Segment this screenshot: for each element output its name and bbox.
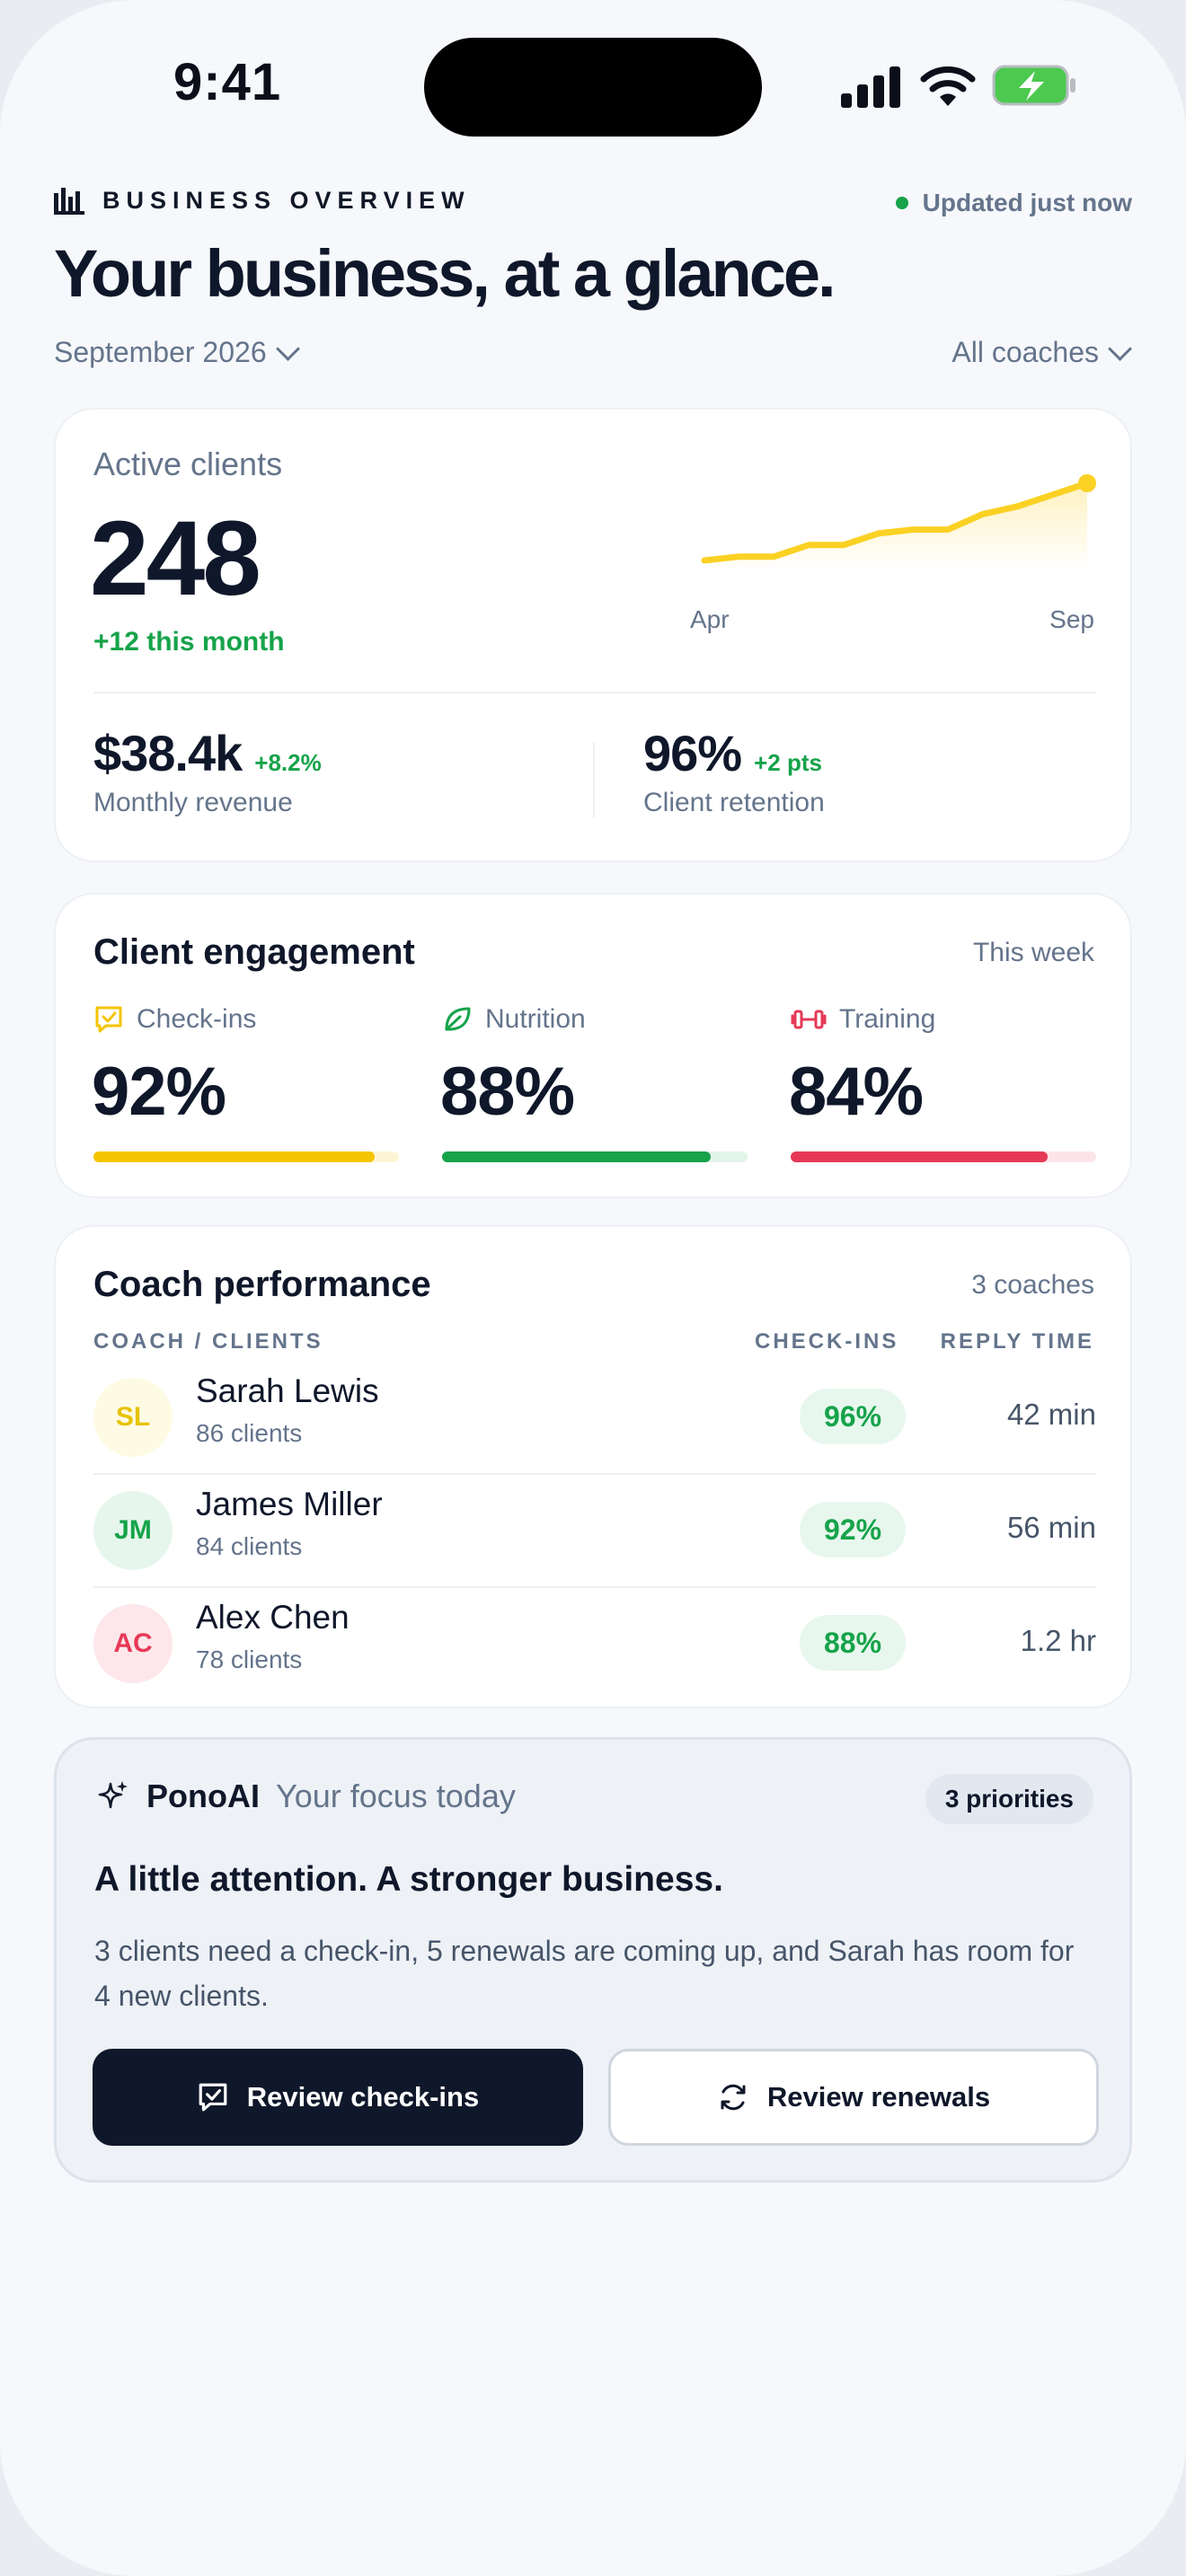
section-kicker: BUSINESS OVERVIEW (54, 187, 471, 215)
training-value: 84% (789, 1054, 924, 1130)
coach-count: 3 coaches (971, 1270, 1094, 1300)
revenue-stat: $38.4k +8.2% Monthly revenue (93, 724, 322, 818)
row-divider (93, 1586, 1096, 1588)
live-dot-icon (895, 197, 908, 209)
ai-name: PonoAI (146, 1778, 260, 1814)
active-clients-card[interactable]: Active clients 248 +12 this month Apr Se… (54, 408, 1132, 862)
coach-filter-dropdown[interactable]: All coaches (951, 336, 1132, 369)
dumbbell-icon (791, 1010, 827, 1029)
chevron-down-icon (275, 337, 300, 361)
row-divider (93, 1473, 1096, 1475)
nutrition-metric-label: Nutrition (442, 1004, 586, 1035)
coach-name: James Miller (196, 1486, 383, 1522)
page-title: Your business, at a glance. (54, 236, 836, 311)
review-checkins-button[interactable]: Review check-ins (93, 2049, 583, 2146)
reply-time: 56 min (1006, 1511, 1096, 1544)
training-progress-fill (791, 1151, 1048, 1162)
coach-performance-title: Coach performance (93, 1265, 431, 1304)
checkins-value: 92% (92, 1054, 226, 1130)
coach-row[interactable]: AC Alex Chen 78 clients 88% 1.2 hr (93, 1588, 1096, 1701)
review-checkins-label: Review check-ins (246, 2081, 480, 2113)
retention-delta: +2 pts (754, 749, 822, 776)
active-clients-label: Active clients (93, 446, 283, 482)
sparkline-latest-point (1078, 474, 1096, 492)
review-renewals-label: Review renewals (766, 2081, 991, 2113)
ai-headline: A little attention. A stronger business. (94, 1860, 723, 1899)
ai-header: PonoAI Your focus today (94, 1778, 516, 1815)
engagement-title: Client engagement (93, 932, 415, 972)
engagement-period: This week (972, 938, 1094, 967)
stat-divider (593, 742, 595, 817)
card-divider (93, 692, 1096, 693)
bar-chart-icon (54, 187, 84, 215)
nutrition-value: 88% (440, 1054, 575, 1130)
coach-clients: 84 clients (196, 1532, 303, 1560)
checkins-rate-badge: 96% (800, 1389, 906, 1444)
revenue-value: $38.4k (93, 725, 243, 781)
checkins-progress-fill (93, 1151, 375, 1162)
period-dropdown[interactable]: September 2026 (54, 336, 300, 369)
battery-charging-icon (992, 65, 1075, 106)
checkins-metric-label: Check-ins (93, 1004, 256, 1035)
checkins-progress-bar (93, 1151, 399, 1162)
nutrition-progress-fill (442, 1151, 712, 1162)
reply-time: 1.2 hr (1020, 1624, 1096, 1657)
update-status-text: Updated just now (922, 189, 1132, 216)
kicker-label: BUSINESS OVERVIEW (102, 187, 471, 214)
reply-time: 42 min (1006, 1398, 1096, 1431)
trend-axis-start: Apr (690, 605, 730, 633)
avatar: JM (93, 1491, 173, 1570)
coach-row[interactable]: JM James Miller 84 clients 92% 56 min (93, 1475, 1096, 1588)
coach-filter-value: All coaches (951, 336, 1099, 368)
coach-row[interactable]: SL Sarah Lewis 86 clients 96% 42 min (93, 1362, 1096, 1475)
dynamic-island (424, 38, 762, 137)
ai-subtitle: Your focus today (275, 1778, 516, 1814)
training-metric-label: Training (791, 1004, 935, 1035)
retention-value: 96% (643, 725, 742, 781)
signal-icon (841, 66, 902, 108)
priorities-badge: 3 priorities (925, 1774, 1093, 1824)
refresh-icon (721, 2084, 746, 2111)
client-engagement-card[interactable]: Client engagement This week Check-ins 92… (54, 893, 1132, 1198)
update-status: Updated just now (895, 189, 1132, 217)
coach-clients: 78 clients (196, 1645, 303, 1673)
coach-name: Sarah Lewis (196, 1372, 379, 1409)
avatar: SL (93, 1378, 173, 1457)
chevron-down-icon (1108, 337, 1132, 361)
leaf-icon (445, 1007, 471, 1031)
retention-label: Client retention (643, 788, 825, 817)
sparkle-icon (98, 1781, 128, 1809)
message-check-icon (199, 2083, 227, 2112)
column-header-checkins: CHECK-INS (755, 1329, 899, 1354)
avatar: AC (93, 1604, 173, 1683)
checkins-label: Check-ins (137, 1004, 257, 1034)
active-clients-value: 248 (90, 499, 261, 618)
status-time: 9:41 (173, 53, 282, 111)
coach-clients: 86 clients (196, 1419, 303, 1447)
coach-name: Alex Chen (196, 1599, 350, 1636)
checkins-rate-badge: 92% (800, 1502, 906, 1557)
ai-summary: 3 clients need a check-in, 5 renewals ar… (94, 1935, 1075, 2012)
ai-focus-card: PonoAI Your focus today 3 priorities A l… (54, 1737, 1132, 2183)
period-value: September 2026 (54, 336, 267, 368)
checkins-rate-badge: 88% (800, 1615, 906, 1671)
training-label: Training (839, 1004, 936, 1034)
wifi-icon (920, 66, 976, 106)
nutrition-progress-bar (442, 1151, 748, 1162)
coach-performance-card[interactable]: Coach performance 3 coaches COACH / CLIE… (54, 1225, 1132, 1708)
column-header-reply-time: REPLY TIME (940, 1329, 1094, 1354)
active-clients-delta: +12 this month (93, 627, 285, 657)
review-renewals-button[interactable]: Review renewals (608, 2049, 1099, 2146)
revenue-label: Monthly revenue (93, 788, 293, 817)
column-header-coach: COACH / CLIENTS (93, 1329, 323, 1354)
retention-stat: 96% +2 pts Client retention (643, 724, 825, 818)
training-progress-bar (791, 1151, 1096, 1162)
sparkline-line (701, 480, 1091, 564)
nutrition-label: Nutrition (485, 1004, 586, 1034)
active-clients-sparkline (701, 474, 1096, 571)
revenue-delta: +8.2% (254, 749, 322, 776)
trend-axis-end: Sep (1049, 605, 1094, 633)
message-check-icon (95, 1006, 122, 1033)
